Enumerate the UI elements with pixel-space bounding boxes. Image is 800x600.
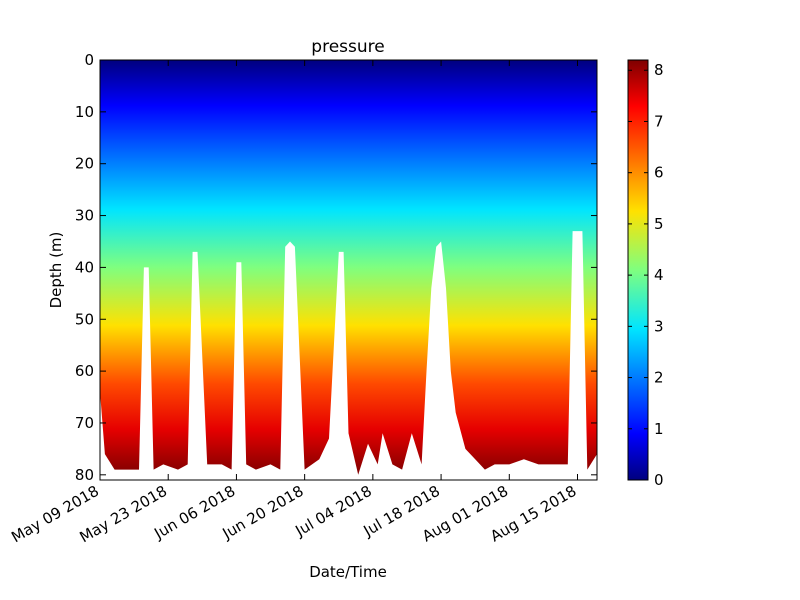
colorbar-tick-label: 6 <box>654 164 664 182</box>
chart-title: pressure <box>311 37 384 57</box>
y-tick-label: 0 <box>84 51 94 69</box>
y-tick-label: 20 <box>75 155 94 173</box>
colorbar-tick-label: 4 <box>654 266 664 284</box>
y-tick-label: 50 <box>75 310 94 328</box>
y-tick-label: 40 <box>75 258 94 276</box>
colorbar-tick-label: 8 <box>654 61 664 79</box>
y-tick-label: 60 <box>75 362 94 380</box>
plot-frame <box>99 59 598 481</box>
y-tick-label: 70 <box>75 414 94 432</box>
y-axis: 0 10 20 30 40 50 60 70 80 <box>75 51 597 484</box>
colorbar: 0 1 2 3 4 5 6 7 8 <box>627 59 664 489</box>
y-tick-label: 30 <box>75 207 94 225</box>
colorbar-bar <box>627 59 649 481</box>
colorbar-tick-label: 0 <box>654 471 664 489</box>
colorbar-tick-label: 5 <box>654 215 664 233</box>
y-tick-label: 80 <box>75 466 94 484</box>
colorbar-tick-label: 1 <box>654 420 664 438</box>
plot-area <box>100 60 597 475</box>
colorbar-tick-label: 7 <box>654 112 664 130</box>
x-tick-label: Jul 04 2018 <box>291 482 374 541</box>
colorbar-tick-label: 2 <box>654 369 664 387</box>
colorbar-tick-label: 3 <box>654 317 664 335</box>
heatmap-area <box>100 60 597 475</box>
x-axis-label: Date/Time <box>309 563 387 581</box>
y-axis-label: Depth (m) <box>47 232 65 309</box>
y-tick-label: 10 <box>75 103 94 121</box>
